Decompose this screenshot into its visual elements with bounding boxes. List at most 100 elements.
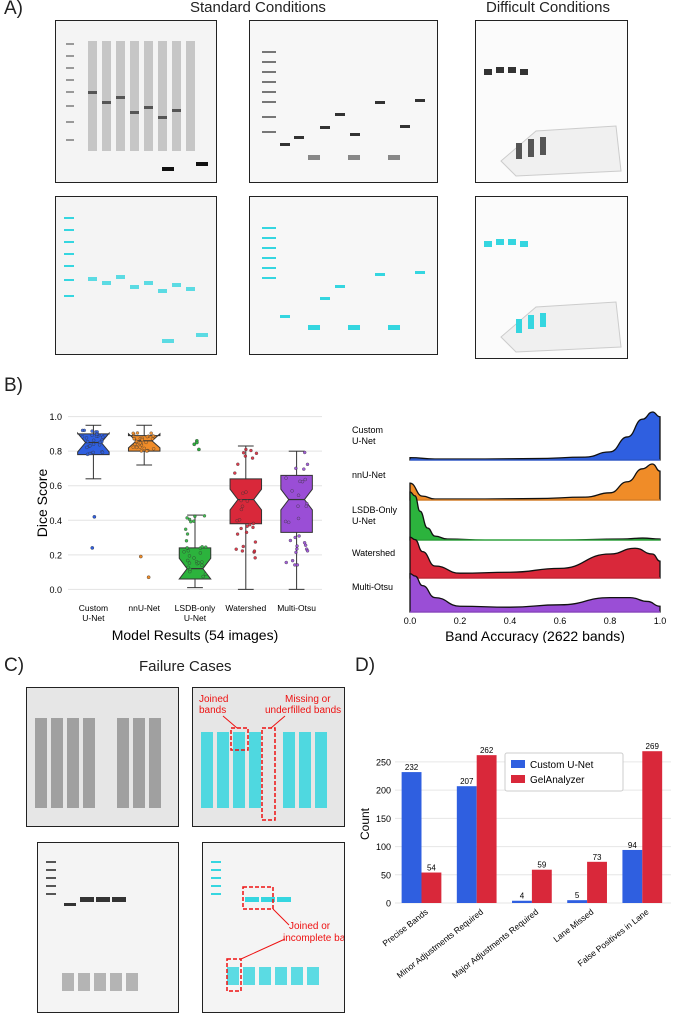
data-label: 269 [646,742,660,751]
data-point [294,467,297,470]
data-point [151,437,154,440]
data-point [254,541,257,544]
data-point [200,561,203,564]
y-tick-label: 250 [376,757,391,767]
legend-label: Custom U-Net [530,760,594,771]
x-axis-label: Model Results (54 images) [112,627,279,643]
outlier-point [139,555,142,558]
data-point [133,437,136,440]
gel-image-failure-1-overlay: Joined bands Missing or underfilled band… [192,687,345,827]
gel-image-standard-1 [55,20,217,183]
bar-gelanalyzer [477,755,497,903]
data-point [89,444,92,447]
data-point [192,520,195,523]
missing-bands-box [262,728,275,820]
data-point [289,539,292,542]
x-tick-label: nnU-Net [128,603,160,613]
data-point [284,520,287,523]
data-point [193,556,196,559]
data-label: 73 [593,853,602,862]
data-point [145,450,148,453]
ridge-multi-otsu [410,574,660,612]
data-point [101,451,104,454]
missing-bands-annotation-line1: Missing or [285,694,331,705]
x-tick-label: 0.8 [604,616,617,626]
x-axis-label: Band Accuracy (2622 bands) [445,628,625,643]
data-point [188,554,191,557]
data-point [140,450,143,453]
data-point [285,477,288,480]
x-tick-label: Multi-Otsu [277,603,316,613]
data-point [188,562,191,565]
data-point [95,433,98,436]
data-point [139,441,142,444]
joined-incomplete-annotation-line1: Joined or [289,921,331,932]
dice-boxplot: 0.00.20.40.60.81.0CustomU-NetnnU-Net LSDB… [0,398,330,643]
data-point [245,531,248,534]
data-point [197,561,200,564]
gel-overlay: Joined bands Missing or underfilled band… [193,688,344,826]
data-point [143,447,146,450]
data-label: 207 [460,777,474,786]
x-tick-label: 0.4 [504,616,517,626]
data-point [202,575,205,578]
bar-gelanalyzer [421,873,441,903]
bar-custom-u-net [457,786,477,903]
outlier-point [93,515,96,518]
panel-c-label: C) [4,655,24,677]
gel-overlay [250,197,437,354]
x-tick-label: Lane Missed [551,907,595,945]
y-tick-label: 50 [381,870,391,880]
y-tick-label: 0.6 [49,481,62,491]
x-tick-label: 0.0 [404,616,417,626]
gel-image-failure-2 [37,842,179,1013]
data-point [193,515,196,518]
data-point [285,561,288,564]
data-point [200,564,203,567]
bar-gelanalyzer [532,870,552,903]
data-point [145,441,148,444]
y-tick-label: 0.4 [49,516,62,526]
gel-image-standard-1-overlay [55,196,217,355]
data-point [244,455,247,458]
data-point [186,533,189,536]
data-label: 4 [520,892,525,901]
y-tick-label: 100 [376,842,391,852]
ridge-label: U-Net [352,436,376,446]
data-point [186,516,189,519]
gel-lanes [27,688,178,826]
ridge-label: Watershed [352,548,395,558]
data-point [204,573,207,576]
data-point [241,492,244,495]
data-point [146,435,149,438]
legend-swatch [511,775,525,783]
band-accuracy-ridgeline: CustomU-NetnnU-NetLSDB-OnlyU-NetWatershe… [340,398,675,643]
data-point [295,547,298,550]
data-point [306,549,309,552]
data-point [297,494,300,497]
data-point [306,463,309,466]
failure-cases-title: Failure Cases [139,658,232,675]
data-point [92,451,95,454]
y-tick-label: 0.2 [49,550,62,560]
y-tick-label: 1.0 [49,412,62,422]
data-point [251,457,254,460]
data-point [305,505,308,508]
panel-b-label: B) [4,375,23,397]
data-point [133,443,136,446]
data-point [302,468,305,471]
bar-gelanalyzer [587,862,607,903]
gel-overlay [56,197,216,354]
x-tick-label: Custom [79,603,108,613]
data-point [235,548,238,551]
data-point [203,514,206,517]
gel-image-failure-2-overlay: Joined or incomplete bands [202,842,345,1013]
standard-conditions-title: Standard Conditions [190,0,326,16]
y-tick-label: 0 [386,899,391,909]
panel-d-label: D) [355,655,375,677]
data-point [183,550,186,553]
data-point [240,499,243,502]
missing-bands-annotation-line2: underfilled bands [265,705,341,716]
data-point [86,440,89,443]
outlier-point [147,576,150,579]
